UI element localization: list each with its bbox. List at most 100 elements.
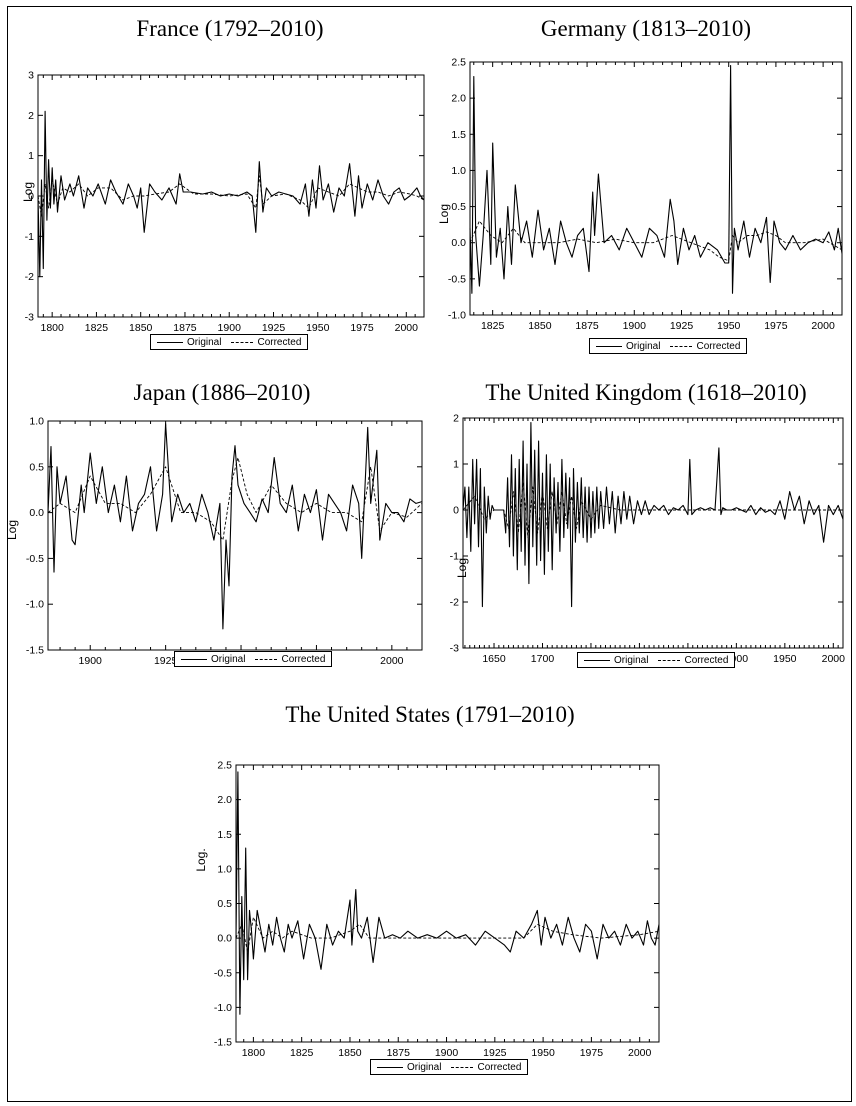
legend-label-original: Original [407, 1061, 442, 1073]
y-tick-label: -0.5 [214, 967, 232, 979]
legend-label-original: Original [211, 653, 246, 665]
x-tick-label: 1950 [306, 322, 330, 334]
y-tick-label: 0 [453, 505, 459, 517]
y-tick-label: 1.0 [29, 416, 44, 428]
y-tick-label: -1.5 [214, 1037, 232, 1049]
panel-germany: Germany (1813–2010) -1.0 -0.5 0.0 0.5 1.0 1.5… [437, 12, 852, 362]
chart-title: Japan (1886–2010) [133, 380, 311, 405]
legend-line-corrected [670, 345, 693, 347]
legend-label-corrected: Corrected [696, 340, 741, 352]
series-line-corrected [37, 175, 425, 217]
y-tick-label: 1 [28, 150, 34, 162]
y-axis-label: Log [437, 204, 451, 224]
legend-label-original: Original [614, 654, 649, 666]
series-line-original [37, 110, 425, 278]
x-tick-label: 1950 [531, 1047, 555, 1059]
y-axis-label: Log [21, 182, 35, 202]
x-tick-label: 2000 [811, 320, 835, 332]
y-tick-label: 2.5 [451, 57, 466, 69]
x-tick-label: 1975 [350, 322, 374, 334]
x-tick-label: 2000 [395, 322, 419, 334]
chart-title: The United Kingdom (1618–2010) [485, 380, 807, 405]
legend-line-original [377, 1066, 403, 1068]
x-tick-label: 1875 [173, 322, 197, 334]
x-tick-label: 1925 [154, 655, 178, 667]
x-tick-label: 1925 [670, 320, 694, 332]
y-axis-label: Log [455, 558, 469, 578]
y-tick-label: -1.5 [26, 645, 44, 657]
plot-uk: -3-2-10121650170017501800185019001950200… [450, 413, 845, 666]
x-tick-label: 1825 [85, 322, 109, 334]
y-tick-label: -1.0 [448, 310, 466, 322]
series-line-corrected [469, 220, 843, 262]
legend-line-original [596, 345, 622, 347]
y-tick-label: 0.5 [451, 201, 466, 213]
plot-germany: -1.0 -0.5 0.0 0.5 1.0 1.5 2.0 2.5 1825 1850 1875 19… [437, 57, 843, 332]
y-tick-label: 2.0 [217, 794, 232, 806]
legend-label-original: Original [187, 336, 222, 348]
y-tick-label: -0.5 [448, 273, 466, 285]
x-tick-label: 1925 [483, 1047, 507, 1059]
plot-france: -3 -2 -1 0 1 2 3 1800 1825 1850 1875 1900 1925 1950 19… [21, 70, 425, 334]
x-tick-label: 1875 [575, 320, 599, 332]
y-axis-label: Log. [194, 848, 208, 871]
y-tick-label: 3 [28, 70, 34, 82]
y-tick-label: 2.0 [451, 93, 466, 105]
y-tick-label: 1 [453, 459, 459, 471]
y-axis-label: Log [5, 520, 19, 540]
x-tick-label: 1700 [531, 653, 555, 665]
x-tick-label: 1875 [387, 1047, 411, 1059]
y-tick-label: 2 [28, 110, 34, 122]
y-tick-label: -0.5 [26, 553, 44, 565]
y-tick-label: 1.5 [217, 829, 232, 841]
plot-area [462, 417, 844, 649]
series-line-corrected [47, 457, 423, 541]
figure-frame [7, 6, 852, 1102]
x-tick-label: 1900 [623, 320, 647, 332]
y-tick-label: 0.0 [29, 507, 44, 519]
x-tick-label: 1950 [773, 653, 797, 665]
x-tick-label: 2000 [628, 1047, 652, 1059]
x-tick-label: 1975 [580, 1047, 604, 1059]
x-tick-label: 1825 [481, 320, 505, 332]
x-tick-label: 1850 [129, 322, 153, 334]
x-tick-label: 1900 [435, 1047, 459, 1059]
chart-title: Germany (1813–2010) [540, 16, 752, 41]
y-tick-label: 2.5 [217, 760, 232, 772]
y-tick-label: 0.0 [217, 933, 232, 945]
legend: Original Corrected [150, 334, 309, 350]
legend-line-corrected [231, 341, 254, 343]
legend-line-corrected [451, 1066, 474, 1068]
chart-title: The United States (1791–2010) [285, 702, 575, 727]
y-tick-label: -3 [450, 643, 459, 655]
y-tick-label: -1.0 [214, 1002, 232, 1014]
x-tick-label: 1900 [79, 655, 103, 667]
x-tick-label: 1975 [764, 320, 788, 332]
x-tick-label: 1925 [262, 322, 286, 334]
legend: Original Corrected [589, 338, 748, 354]
panel-france: France (1792–2010) -3 -2 -1 0 1 2 3 1800 1825 185… [21, 12, 432, 362]
legend: Original Corrected [577, 652, 736, 668]
series-line-original [469, 65, 843, 294]
y-tick-label: -1 [450, 551, 459, 563]
legend-line-original [181, 658, 207, 660]
legend-label-original: Original [626, 340, 661, 352]
y-tick-label: -1 [25, 231, 34, 243]
plot-area [469, 61, 843, 316]
plot-us: -1.5 -1.0 -0.5 0.0 0.5 1.0 1.5 2.0 2.5 1800 1825 18… [194, 760, 660, 1059]
x-tick-label: 1825 [290, 1047, 314, 1059]
y-tick-label: -2 [450, 597, 459, 609]
legend-label-corrected: Corrected [281, 653, 326, 665]
plot-area [47, 420, 423, 651]
x-tick-label: 1800 [242, 1047, 266, 1059]
series-line-original [462, 422, 844, 608]
plot-japan: -1.5-1.0-0.50.00.51.01900192519501975200… [5, 416, 423, 667]
plot-area [235, 764, 660, 1043]
y-tick-label: 0.5 [217, 898, 232, 910]
legend-line-original [584, 659, 610, 661]
y-tick-label: 1.0 [217, 863, 232, 875]
y-tick-label: 0.5 [29, 461, 44, 473]
legend-line-original [157, 341, 183, 343]
legend-label-corrected: Corrected [684, 654, 729, 666]
y-tick-label: 0 [28, 191, 34, 203]
